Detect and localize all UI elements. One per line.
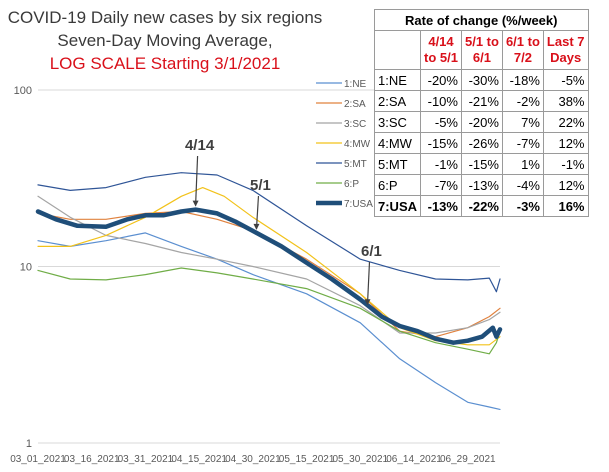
annotations: 4/14 5/1 6/1 bbox=[185, 137, 382, 306]
series-line-2-sa bbox=[37, 210, 501, 338]
rate-row: 3:SC -5% -20% 7% 22% bbox=[373, 111, 589, 133]
rate-cell: 1% bbox=[501, 153, 544, 175]
series-line-3-sc bbox=[37, 195, 501, 334]
x-tick-label: 03_01_2021 bbox=[10, 454, 66, 465]
legend-label: 7:USA bbox=[344, 199, 373, 210]
y-tick-label: 100 bbox=[14, 85, 32, 97]
x-tick-label: 05_15_2021 bbox=[279, 454, 335, 465]
legend-label: 3:SC bbox=[344, 119, 366, 130]
x-tick-label: 06_29_2021 bbox=[440, 454, 496, 465]
rate-cell: -7% bbox=[501, 132, 544, 154]
legend-label: 5:MT bbox=[344, 159, 367, 170]
chart-title: COVID-19 Daily new cases by six regions … bbox=[0, 6, 330, 75]
rate-region: 4:MW bbox=[373, 132, 422, 154]
rate-cell: -13% bbox=[420, 195, 462, 217]
rate-cell: -15% bbox=[460, 153, 503, 175]
rate-row-usa: 7:USA -13% -22% -3% 16% bbox=[373, 195, 589, 217]
rate-cell: -5% bbox=[542, 69, 589, 91]
title-line-1: COVID-19 Daily new cases by six regions bbox=[7, 8, 323, 27]
rate-cell: -26% bbox=[460, 132, 503, 154]
axes: 1 10 100 03_01_202103_16_202103_31_202104_1… bbox=[10, 85, 500, 465]
annotation-arrow bbox=[194, 155, 199, 206]
y-tick-label: 10 bbox=[20, 262, 32, 274]
annotation-arrow bbox=[366, 261, 371, 305]
rate-header-jun-jul: 6/1 to 7/2 bbox=[501, 30, 544, 70]
rate-header-may-jun: 5/1 to 6/1 bbox=[460, 30, 503, 70]
annotation-label: 4/14 bbox=[185, 137, 215, 154]
rate-region: 1:NE bbox=[373, 69, 422, 91]
legend-label: 2:SA bbox=[344, 99, 366, 110]
title-line-2: Seven-Day Moving Average, bbox=[57, 31, 273, 50]
rate-cell: -4% bbox=[501, 174, 544, 196]
legend-label: 4:MW bbox=[344, 139, 371, 150]
legend: 1:NE 2:SA 3:SC 4:MW 5:MT 6:P 7:USA bbox=[316, 79, 373, 210]
x-tick-label: 03_16_2021 bbox=[64, 454, 120, 465]
rate-row: 5:MT -1% -15% 1% -1% bbox=[373, 153, 589, 175]
annotation-arrowhead bbox=[364, 299, 371, 306]
series-lines bbox=[35, 172, 503, 410]
legend-label: 6:P bbox=[344, 179, 359, 190]
x-tick-label: 04_30_2021 bbox=[225, 454, 281, 465]
x-tick-label: 04_15_2021 bbox=[171, 454, 227, 465]
rate-cell: -20% bbox=[420, 69, 462, 91]
rate-cell: -30% bbox=[460, 69, 503, 91]
title-line-3: LOG SCALE Starting 3/1/2021 bbox=[49, 54, 281, 73]
rate-header-last-7-days: Last 7 Days bbox=[542, 30, 589, 70]
rate-cell: -2% bbox=[501, 90, 544, 112]
rate-region: 5:MT bbox=[373, 153, 422, 175]
x-tick-label: 05_30_2021 bbox=[333, 454, 389, 465]
rate-cell: -15% bbox=[420, 132, 462, 154]
rate-cell: -5% bbox=[420, 111, 462, 133]
rate-cell: -13% bbox=[460, 174, 503, 196]
rate-region: 3:SC bbox=[373, 111, 422, 133]
rate-cell: -7% bbox=[420, 174, 462, 196]
series-line-5-mt bbox=[37, 172, 501, 293]
rate-cell: -18% bbox=[501, 69, 544, 91]
annotation-label: 6/1 bbox=[361, 243, 382, 260]
series-line-1-ne bbox=[37, 232, 501, 410]
rate-region: 6:P bbox=[373, 174, 422, 196]
rate-cell: -20% bbox=[460, 111, 503, 133]
rate-of-change-table: Rate of change (%/week) 4/14 to 5/1 5/1 t… bbox=[373, 9, 589, 217]
annotation-label: 5/1 bbox=[250, 177, 271, 194]
rate-row: 1:NE -20% -30% -18% -5% bbox=[373, 69, 589, 91]
x-tick-label: 06_14_2021 bbox=[386, 454, 442, 465]
rate-cell: 12% bbox=[542, 132, 589, 154]
rate-header-apr-may: 4/14 to 5/1 bbox=[420, 30, 462, 70]
rate-cell: 12% bbox=[542, 174, 589, 196]
rate-cell: 16% bbox=[542, 195, 589, 217]
rate-cell: -21% bbox=[460, 90, 503, 112]
series-line-6-p bbox=[37, 267, 501, 355]
rate-cell: 22% bbox=[542, 111, 589, 133]
rate-region: 7:USA bbox=[373, 195, 422, 217]
rate-cell: -22% bbox=[460, 195, 503, 217]
rate-cell: -3% bbox=[501, 195, 544, 217]
rate-table-title: Rate of change (%/week) bbox=[374, 9, 589, 31]
rate-row: 2:SA -10% -21% -2% 38% bbox=[373, 90, 589, 112]
rate-region: 2:SA bbox=[373, 90, 422, 112]
annotation-arrow bbox=[255, 195, 260, 229]
rate-row: 4:MW -15% -26% -7% 12% bbox=[373, 132, 589, 154]
x-tick-label: 03_31_2021 bbox=[118, 454, 174, 465]
rate-cell: 7% bbox=[501, 111, 544, 133]
rate-table-corner bbox=[373, 30, 422, 70]
rate-row: 6:P -7% -13% -4% 12% bbox=[373, 174, 589, 196]
rate-cell: -1% bbox=[542, 153, 589, 175]
y-tick-label: 1 bbox=[26, 438, 32, 450]
rate-cell: -10% bbox=[420, 90, 462, 112]
series-line-7-usa bbox=[35, 207, 503, 345]
annotation-arrowhead bbox=[192, 200, 199, 207]
rate-cell: 38% bbox=[542, 90, 589, 112]
legend-label: 1:NE bbox=[344, 79, 367, 90]
annotation-arrowhead bbox=[253, 223, 260, 230]
rate-cell: -1% bbox=[420, 153, 462, 175]
